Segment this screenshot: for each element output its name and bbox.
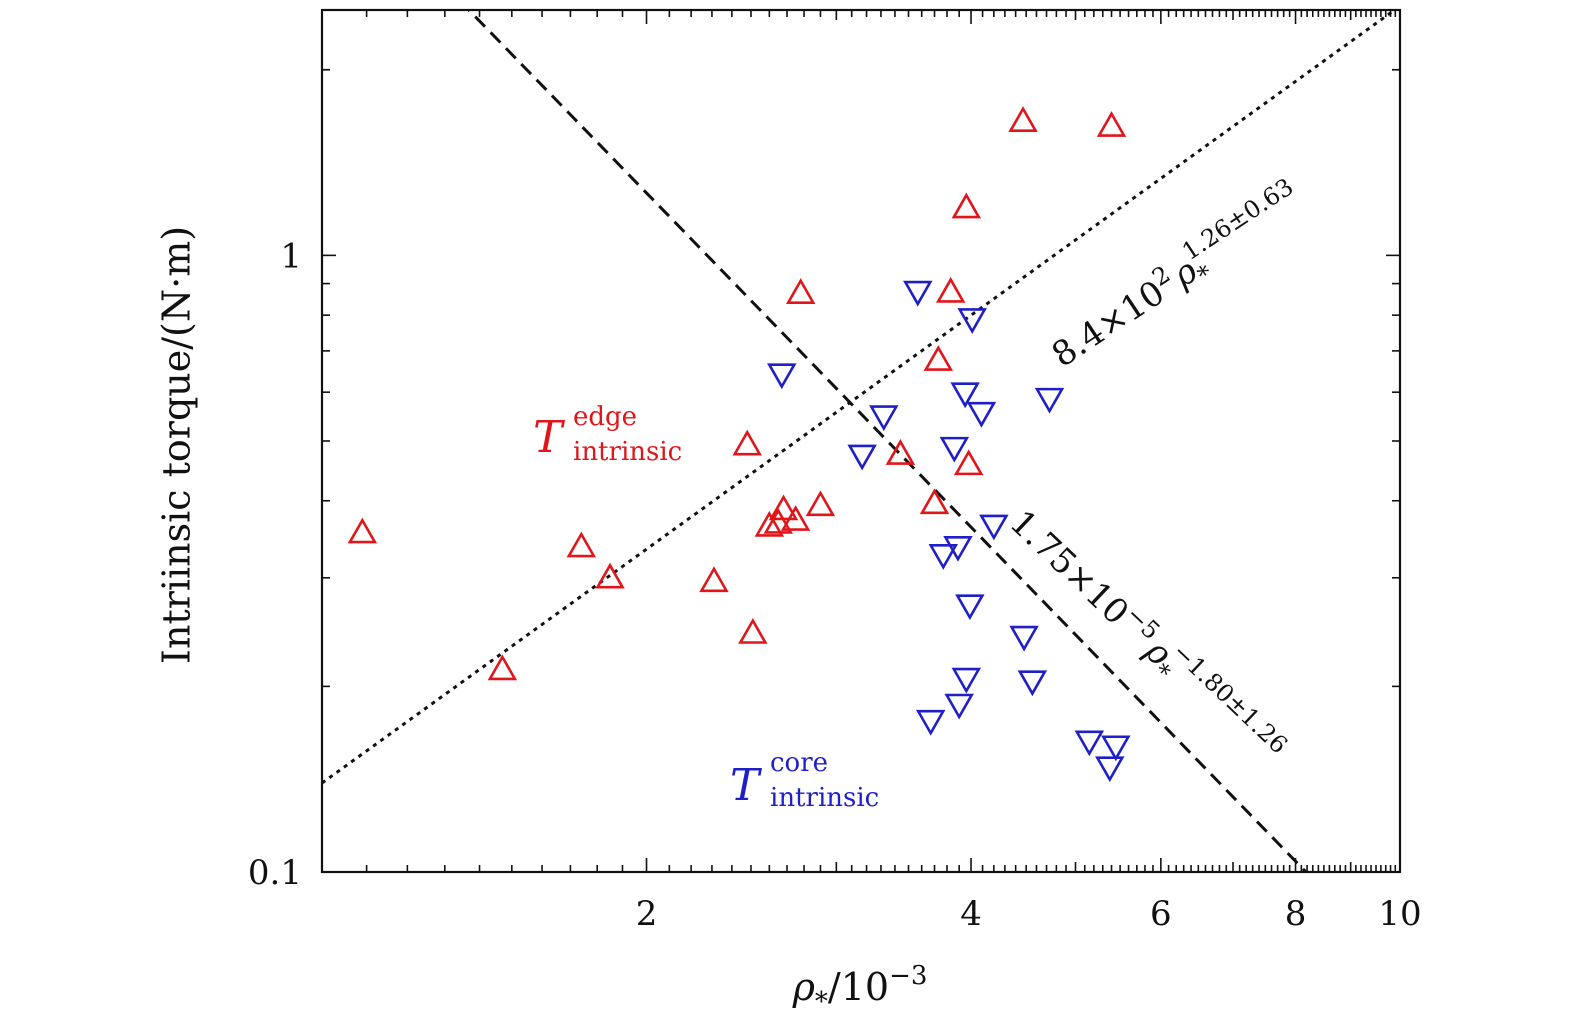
core-data-point — [1017, 670, 1048, 697]
edge-data-point — [595, 562, 625, 589]
edge-data-point — [738, 618, 768, 644]
edge-data-point — [1008, 106, 1038, 132]
edge-fit-label: 8.4×102ρ*1.26±0.63 — [1039, 173, 1313, 381]
edge-data-point — [919, 488, 950, 515]
edge-data-point — [935, 276, 966, 303]
x-tick-label: 2 — [636, 894, 658, 934]
edge-fit-coef: 8.4×10 — [1045, 273, 1172, 376]
core-label-sub: intrinsic — [770, 783, 879, 813]
edge-data-point — [754, 510, 785, 537]
edge-data-point — [805, 490, 836, 517]
edge-series-label: T edge intrinsic — [533, 402, 682, 467]
core-data-point — [950, 382, 980, 409]
x-axis-var: ρ — [792, 965, 816, 1009]
core-data-point — [939, 436, 970, 463]
edge-data-point — [347, 517, 378, 544]
x-axis-var-sub: * — [815, 987, 828, 1017]
x-axis-unit: /10 — [828, 965, 889, 1009]
edge-data-point — [487, 654, 518, 681]
x-tick-label: 6 — [1150, 894, 1172, 934]
x-tick-label: 10 — [1378, 894, 1421, 934]
data-markers — [347, 106, 1131, 783]
axis-ticks — [322, 10, 1401, 873]
core-data-point — [955, 594, 985, 621]
edge-data-point — [1096, 111, 1127, 137]
edge-label-sub: intrinsic — [573, 437, 682, 467]
edge-data-point — [763, 507, 793, 534]
edge-data-point — [951, 192, 982, 219]
core-data-point — [903, 280, 933, 307]
core-fit-line — [466, 10, 1309, 872]
core-data-point — [944, 693, 974, 720]
x-tick-label: 8 — [1285, 894, 1307, 934]
core-data-point — [1009, 625, 1039, 652]
core-data-point — [767, 363, 797, 390]
core-data-point — [943, 535, 973, 562]
edge-data-point — [885, 439, 916, 465]
core-data-point — [951, 667, 982, 694]
core-label-sup: core — [770, 748, 828, 778]
edge-label-sup: edge — [573, 402, 637, 432]
edge-fit-line — [322, 10, 1398, 785]
core-data-point — [1101, 735, 1131, 762]
core-fit-label: 1.75×10−5ρ*−1.80±1.26 — [998, 495, 1293, 779]
edge-data-point — [566, 531, 597, 558]
x-tick-label: 4 — [960, 894, 982, 934]
core-fit-coef: 1.75×10 — [1002, 503, 1137, 634]
edge-data-point — [953, 449, 984, 476]
core-fit-pow: −1.80±1.26 — [1167, 638, 1293, 760]
core-data-point — [966, 401, 997, 428]
y-tick-label: 1 — [280, 236, 302, 276]
y-tick-label: 0.1 — [248, 853, 302, 893]
core-data-point — [957, 308, 987, 334]
x-axis-unit-exp: −3 — [889, 961, 927, 991]
core-series-label: T core intrinsic — [730, 748, 879, 813]
edge-data-point — [699, 566, 729, 593]
core-data-point — [979, 514, 1009, 541]
edge-data-point — [785, 278, 816, 304]
core-data-point — [915, 709, 946, 736]
fit-lines — [322, 10, 1398, 872]
x-axis-title: ρ*/10−3 — [792, 961, 928, 1017]
plot-frame — [320, 8, 1402, 874]
core-label-main: T — [730, 760, 763, 811]
tick-labels: 2 4 6 8 10 0.1 1 — [248, 236, 1422, 934]
core-data-point — [847, 444, 877, 471]
core-data-point — [928, 544, 959, 570]
edge-data-point — [923, 345, 954, 371]
edge-data-point — [780, 505, 811, 531]
core-data-point — [1034, 387, 1065, 414]
edge-fit-pow: 1.26±0.63 — [1177, 173, 1298, 266]
core-data-point — [1074, 730, 1105, 757]
edge-label-main: T — [533, 412, 566, 463]
edge-data-point — [732, 429, 762, 456]
edge-data-point — [768, 494, 799, 521]
core-data-point — [1095, 756, 1125, 783]
y-axis-title: Intriinsic torque/(N·m) — [155, 226, 199, 664]
core-data-point — [869, 405, 899, 432]
